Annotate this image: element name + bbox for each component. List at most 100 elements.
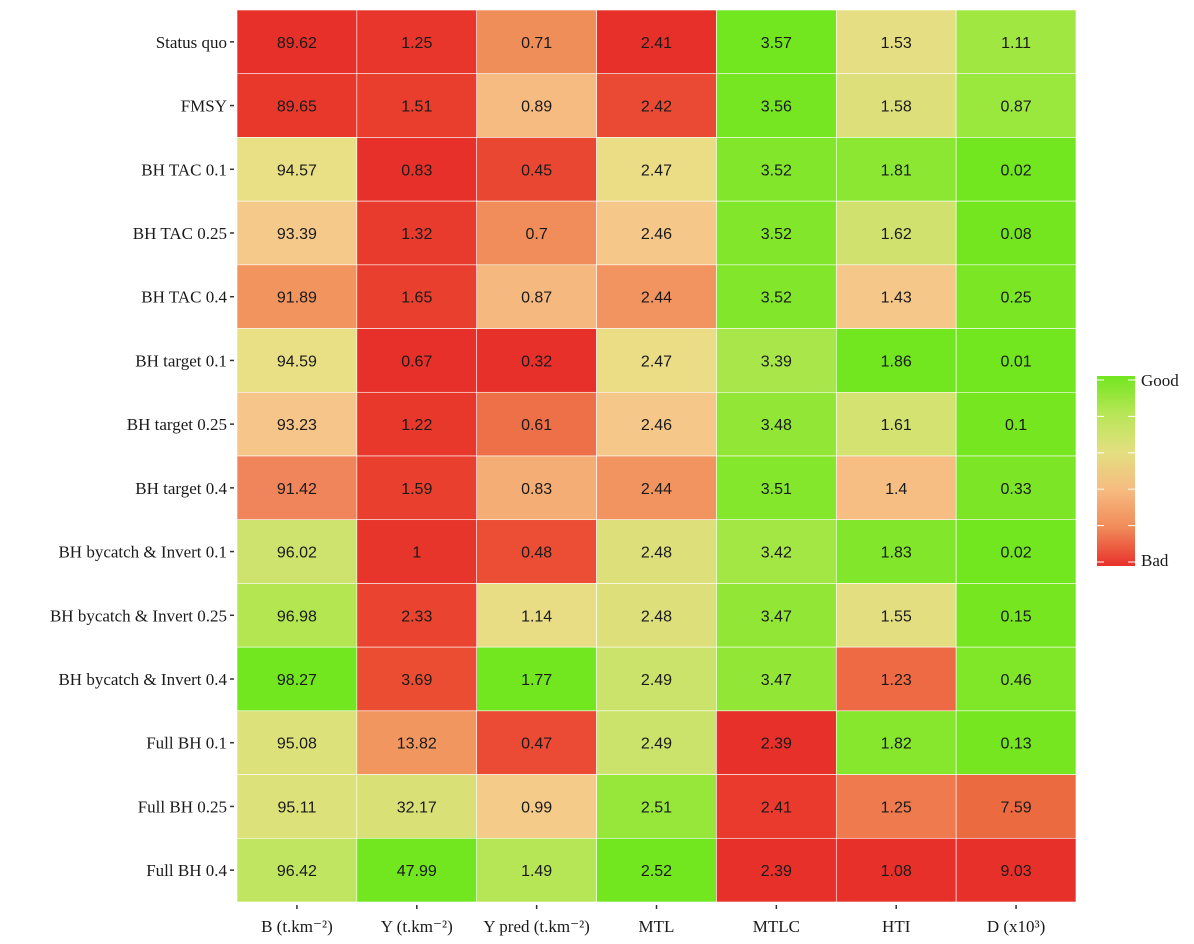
cell-value: 0.15 (1001, 608, 1032, 625)
heat-cell (356, 200, 478, 266)
cell-value: 1.65 (401, 290, 432, 307)
heat-cell (356, 774, 478, 839)
x-tick-label: Y (t.km⁻²) (381, 917, 453, 936)
cell-value: 96.02 (277, 545, 317, 562)
cell-value: 2.46 (641, 226, 672, 243)
cell-value: 1.32 (401, 226, 432, 243)
cell-value: 1.11 (1001, 35, 1031, 52)
heat-cell (955, 264, 1077, 329)
cell-value: 2.42 (641, 99, 672, 116)
heat-cell (356, 9, 478, 75)
heat-cell (236, 455, 358, 521)
cell-value: 1.59 (401, 481, 432, 498)
cell-value: 0.61 (521, 417, 552, 434)
cell-value: 1.23 (881, 672, 912, 689)
heat-cell (476, 328, 597, 393)
heat-cell (835, 264, 957, 329)
cell-value: 0.83 (521, 481, 552, 498)
heat-cell (835, 391, 957, 457)
heat-cell (596, 200, 717, 266)
heat-cell (596, 774, 717, 839)
heat-cell (596, 391, 717, 457)
cell-value: 1.08 (881, 863, 912, 880)
cell-value: 0.87 (1001, 99, 1032, 116)
cell-value: 1.25 (881, 799, 912, 816)
cell-value: 3.47 (761, 608, 792, 625)
y-tick-label: BH target 0.4 (135, 479, 227, 498)
heat-cell (835, 646, 957, 712)
cell-value: 3.69 (401, 672, 432, 689)
heat-cell (716, 9, 837, 75)
heat-cell (716, 710, 837, 775)
heat-cell (476, 73, 597, 138)
legend-label: Good (1141, 371, 1179, 390)
x-tick-label: D (x10³) (987, 917, 1045, 936)
x-tick-label: HTI (882, 917, 911, 936)
cell-value: 0.1 (1005, 417, 1027, 434)
cell-value: 3.57 (761, 35, 792, 52)
heat-cell (236, 264, 358, 329)
cell-value: 89.65 (277, 99, 317, 116)
x-tick-label: Y pred (t.km⁻²) (483, 917, 589, 936)
cell-value: 1.77 (521, 672, 552, 689)
cell-value: 1.22 (401, 417, 432, 434)
cell-value: 0.7 (526, 226, 548, 243)
cell-value: 96.98 (277, 608, 317, 625)
heat-cell (596, 9, 717, 75)
cell-value: 94.59 (277, 353, 317, 370)
y-tick-label: Full BH 0.4 (146, 861, 227, 880)
heat-cell (476, 137, 597, 202)
heat-cell (716, 455, 837, 521)
y-tick-label: BH bycatch & Invert 0.25 (50, 606, 227, 625)
heat-cell (955, 455, 1077, 521)
heat-cell (476, 774, 597, 839)
cell-value: 47.99 (397, 863, 437, 880)
heat-cell (476, 9, 597, 75)
cell-value: 2.52 (641, 863, 672, 880)
cell-value: 0.02 (1001, 545, 1032, 562)
cell-value: 0.33 (1001, 481, 1032, 498)
cell-value: 3.52 (761, 290, 792, 307)
cell-value: 95.11 (277, 799, 316, 816)
heat-cell (236, 774, 358, 839)
cell-value: 1.51 (401, 99, 432, 116)
heat-cell (835, 519, 957, 584)
y-tick-label: FMSY (181, 97, 227, 116)
cell-value: 1.81 (881, 162, 912, 179)
heat-cell (835, 200, 957, 266)
x-tick-label: B (t.km⁻²) (261, 917, 333, 936)
cell-value: 0.89 (521, 99, 552, 116)
cell-value: 2.49 (641, 672, 672, 689)
cell-value: 1.14 (521, 608, 552, 625)
cell-value: 2.44 (641, 481, 672, 498)
cell-value: 91.89 (277, 290, 317, 307)
heat-cell (716, 328, 837, 393)
heat-cell (596, 837, 717, 903)
cell-value: 0.13 (1001, 736, 1032, 753)
heat-cell (356, 646, 478, 712)
cell-value: 0.48 (521, 545, 552, 562)
cell-value: 2.49 (641, 736, 672, 753)
cell-value: 1.53 (881, 35, 912, 52)
cell-value: 89.62 (277, 35, 317, 52)
cell-value: 2.46 (641, 417, 672, 434)
cell-value: 7.59 (1001, 799, 1032, 816)
cell-value: 1.55 (881, 608, 912, 625)
heat-cell (236, 646, 358, 712)
cell-value: 2.47 (641, 162, 672, 179)
cell-value: 0.46 (1001, 672, 1032, 689)
cell-value: 1.49 (521, 863, 552, 880)
heat-cell (955, 137, 1077, 202)
heat-cell (236, 328, 358, 393)
heat-cell (716, 519, 837, 584)
heat-cell (476, 264, 597, 329)
y-tick-label: BH bycatch & Invert 0.1 (58, 543, 227, 562)
cell-value: 96.42 (277, 863, 317, 880)
heat-cell (236, 583, 358, 648)
cell-value: 1.83 (881, 545, 912, 562)
cell-value: 94.57 (277, 162, 317, 179)
cell-value: 93.39 (277, 226, 317, 243)
heat-cell (596, 455, 717, 521)
y-tick-label: BH TAC 0.1 (141, 160, 227, 179)
heat-cell (835, 837, 957, 903)
